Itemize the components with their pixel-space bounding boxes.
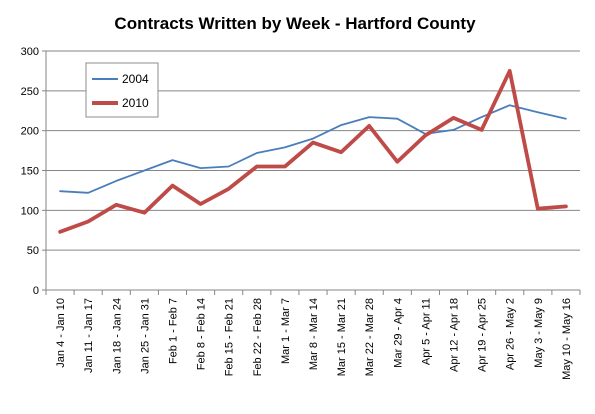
- x-tick-label: Feb 15 - Feb 21: [224, 298, 236, 376]
- y-tick-label: 0: [33, 285, 39, 297]
- x-tick-label: Mar 8 - Mar 14: [308, 298, 320, 370]
- y-tick-label: 250: [21, 86, 39, 98]
- x-tick-label: Mar 22 - Mar 28: [364, 298, 376, 376]
- legend: 2004 2010: [86, 63, 158, 117]
- x-tick-label: Feb 1 - Feb 7: [167, 298, 179, 364]
- series-line-2004: [60, 105, 566, 193]
- y-tick-label: 300: [21, 46, 39, 58]
- x-tick-label: Apr 5 - Apr 11: [420, 298, 432, 365]
- x-tick-label: Jan 25 - Jan 31: [139, 298, 151, 374]
- x-tick-label: Mar 29 - Apr 4: [392, 298, 404, 368]
- x-tick-label: May 3 - May 9: [533, 298, 545, 368]
- y-axis-tick-labels: 0 50 100 150 200 250 300: [21, 46, 39, 297]
- x-tick-label: Jan 18 - Jan 24: [111, 298, 123, 374]
- legend-label-2010: 2010: [122, 96, 149, 110]
- x-tick-label: Apr 12 - Apr 18: [449, 298, 461, 372]
- x-tick-label: Feb 22 - Feb 28: [252, 298, 264, 376]
- x-tick-label: Feb 8 - Feb 14: [196, 298, 208, 370]
- x-tick-label: Jan 11 - Jan 17: [83, 298, 95, 373]
- x-axis-tick-labels: Jan 4 - Jan 10 Jan 11 - Jan 17 Jan 18 - Ja…: [55, 298, 573, 380]
- y-tick-label: 150: [21, 166, 39, 178]
- x-tick-label: May 10 - May 16: [561, 298, 573, 380]
- legend-label-2004: 2004: [122, 72, 149, 86]
- x-tick-label: Jan 4 - Jan 10: [55, 298, 67, 368]
- x-tick-label: Mar 15 - Mar 21: [336, 298, 348, 376]
- x-tick-label: Apr 26 - May 2: [505, 298, 517, 370]
- x-tick-label: Apr 19 - Apr 25: [477, 298, 489, 372]
- y-tick-label: 50: [27, 245, 39, 257]
- y-tick-label: 100: [21, 205, 39, 217]
- y-tick-label: 200: [21, 126, 39, 138]
- chart-title: Contracts Written by Week - Hartford Cou…: [114, 14, 476, 33]
- x-tick-label: Mar 1 - Mar 7: [280, 298, 292, 364]
